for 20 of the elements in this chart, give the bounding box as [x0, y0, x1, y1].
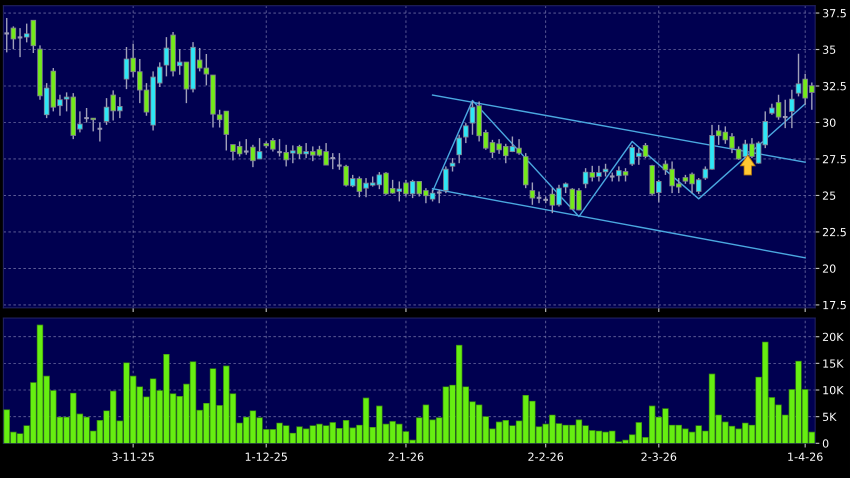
- y-tick-label: 32.5: [822, 82, 846, 90]
- y-tick-label: 15K: [823, 359, 844, 368]
- y-tick-label: 22.5: [822, 228, 846, 236]
- x-tick-label: 3-11-25: [112, 452, 154, 461]
- y-tick-label: 0: [822, 439, 828, 448]
- y-tick-label: 25: [822, 191, 836, 200]
- x-tick-label: 1-4-26: [788, 452, 823, 461]
- x-tick-label: 2-1-26: [388, 452, 424, 461]
- y-tick-label: 20: [822, 264, 836, 273]
- x-tick-label: 1-12-25: [246, 452, 287, 461]
- x-tick-label: 2-2-26: [528, 452, 564, 461]
- y-tick-label: 27.5: [822, 154, 846, 164]
- x-tick-label: 2-3-26: [641, 452, 676, 461]
- y-tick-label: 30: [822, 118, 836, 127]
- y-tick-label: 20K: [822, 332, 844, 342]
- y-tick-label: 5K: [822, 412, 837, 422]
- y-tick-label: 10K: [823, 386, 844, 394]
- y-tick-label: 35: [822, 45, 836, 54]
- y-tick-label: 37.5: [822, 9, 846, 18]
- y-tick-label: 17.5: [823, 301, 846, 310]
